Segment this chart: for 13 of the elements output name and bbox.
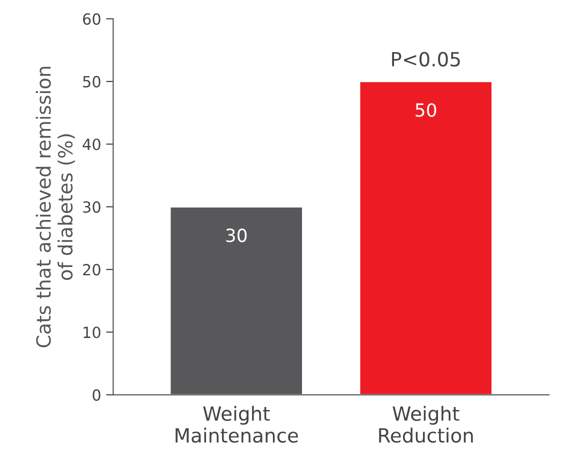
y-tick-label: 30 — [83, 201, 100, 213]
y-tick-label: 20 — [83, 264, 100, 276]
data-label: 30 — [226, 228, 247, 242]
y-tick-label: 50 — [83, 76, 100, 88]
x-tick-label: Weight Maintenance — [176, 406, 298, 443]
x-tick-label: Weight Reduction — [379, 406, 473, 443]
y-tick-label: 40 — [82, 138, 100, 150]
y-axis-title: Cats that achieved remission of diabetes (%) — [36, 66, 75, 348]
y-tick-label: 10 — [84, 326, 100, 338]
y-tick-label: 0 — [92, 389, 100, 401]
annotation: P<0.05 — [392, 52, 460, 67]
y-tick-label: 60 — [83, 13, 100, 25]
data-label: 50 — [416, 103, 436, 117]
